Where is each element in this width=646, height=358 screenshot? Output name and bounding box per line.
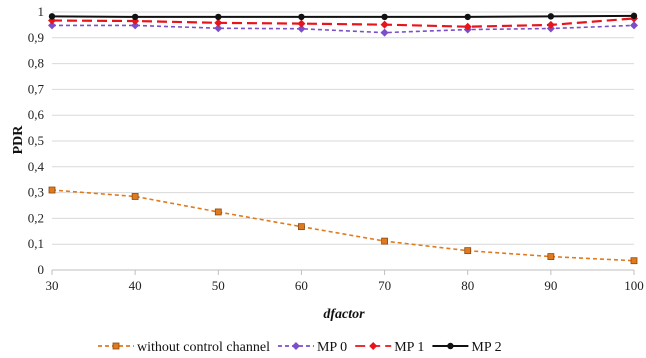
x-tick-label: 100 (624, 278, 644, 293)
data-point (380, 28, 389, 37)
series-line (51, 14, 635, 18)
x-tick-label: 80 (461, 278, 474, 293)
series-line (52, 24, 635, 34)
data-point (131, 13, 139, 21)
data-point (630, 257, 638, 265)
legend: without control channel MP 0 MP 1 MP 2 (98, 340, 502, 355)
data-point (131, 21, 140, 30)
data-point (131, 193, 139, 200)
data-point (48, 186, 56, 194)
data-point (297, 24, 306, 33)
y-tick-label: 0 (38, 262, 45, 277)
legend-marker (112, 342, 120, 350)
y-axis-title: PDR (11, 125, 26, 155)
legend-item: MP 0 (277, 340, 347, 355)
gridlines (52, 11, 634, 245)
legend-item: without control channel (98, 340, 270, 355)
data-point (464, 247, 472, 255)
data-point (215, 13, 222, 21)
x-tick-label: 50 (212, 278, 225, 293)
data-point (48, 13, 56, 20)
legend-label: MP 0 (317, 340, 347, 355)
x-tick-label: 70 (378, 278, 391, 293)
tick-labels: 0 0,1 0,2 0,3 0,4 0,5 0,6 0,7 0,8 0,9 1 30 40 50 60 70 8… (28, 4, 644, 293)
series-line (51, 17, 635, 28)
data-point (381, 237, 388, 245)
data-point (380, 20, 389, 29)
data-point (547, 253, 555, 260)
y-tick-label: 0,4 (28, 159, 45, 174)
y-tick-label: 0,5 (28, 133, 44, 148)
x-tick-label: 40 (129, 278, 142, 293)
legend-label: MP 1 (394, 340, 424, 355)
x-tick-label: 90 (544, 278, 557, 293)
data-point (214, 18, 223, 27)
series-line (51, 189, 635, 262)
data-point (547, 13, 555, 20)
data-point (214, 208, 222, 216)
data-point (214, 24, 223, 33)
legend-marker (447, 342, 454, 350)
x-axis-title: dfactor (323, 307, 365, 322)
data-point (298, 13, 305, 21)
y-tick-label: 0,3 (28, 185, 44, 200)
data-point (630, 12, 638, 20)
y-tick-label: 0,7 (28, 81, 45, 96)
y-tick-label: 0,2 (28, 210, 44, 225)
y-tick-label: 0,9 (28, 30, 44, 45)
x-tick-label: 60 (295, 278, 308, 293)
y-tick-label: 0,6 (28, 107, 45, 122)
legend-label: MP 2 (471, 340, 501, 355)
y-tick-label: 0,1 (28, 236, 44, 251)
data-point (546, 20, 555, 29)
series-mp-2 (48, 12, 638, 21)
axes (51, 269, 635, 275)
data-point (630, 21, 638, 30)
legend-marker (369, 342, 378, 350)
data-point (48, 21, 56, 30)
legend-item: MP 1 (355, 340, 424, 355)
data-point (464, 13, 471, 21)
legend-item: MP 2 (432, 340, 502, 355)
y-tick-label: 1 (38, 4, 45, 19)
data-point (381, 13, 388, 21)
legend-label: without control channel (137, 340, 270, 355)
series-layer (48, 12, 638, 265)
series-without-control-channel (48, 186, 638, 265)
data-point (297, 19, 306, 28)
y-tick-label: 0,8 (28, 56, 44, 71)
legend-marker (291, 342, 300, 350)
x-tick-label: 30 (46, 278, 59, 293)
data-point (463, 22, 472, 31)
data-point (298, 223, 305, 231)
